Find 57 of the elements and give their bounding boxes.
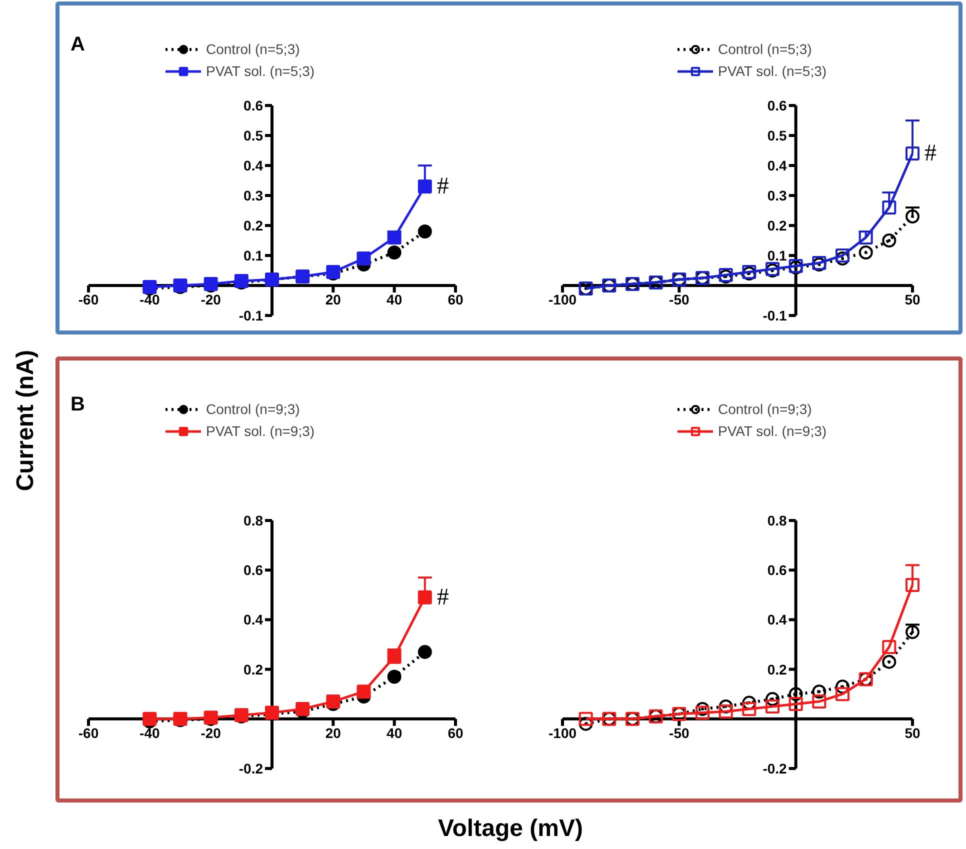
x-tick-label: -100	[548, 724, 577, 741]
legend-label: PVAT sol. (n=5;3)	[718, 63, 827, 79]
x-tick-label: -60	[78, 292, 99, 308]
y-tick-label: -0.1	[762, 308, 788, 324]
y-tick-label: 0.8	[767, 512, 788, 528]
y-tick-label: 0.1	[244, 248, 264, 264]
y-tick-label: 0.2	[244, 661, 264, 678]
y-tick-label: 0.4	[767, 612, 788, 628]
x-tick-label: 40	[386, 724, 402, 741]
x-axis-title: Voltage (mV)	[438, 815, 583, 842]
legend-label: Control (n=9;3)	[718, 401, 812, 417]
legend-label: Control (n=9;3)	[206, 401, 300, 417]
y-tick-label: 0.6	[244, 562, 264, 578]
x-tick-label: -50	[669, 724, 690, 741]
x-tick-label: -40	[140, 292, 160, 308]
x-tick-label: 50	[904, 724, 920, 741]
y-tick-label: 0.2	[767, 661, 788, 678]
legend-label: PVAT sol. (n=9;3)	[206, 423, 315, 439]
y-tick-label: 0.2	[244, 218, 264, 234]
y-tick-label: 0.4	[244, 612, 264, 628]
annotation: #	[436, 174, 449, 200]
y-axis-title: Current (nA)	[12, 350, 39, 492]
x-tick-label: 60	[448, 292, 464, 308]
x-tick-label: -20	[200, 724, 222, 741]
y-tick-label: 0.3	[767, 188, 788, 204]
x-tick-label: 20	[325, 292, 342, 308]
legend-label: Control (n=5;3)	[206, 41, 300, 57]
x-tick-label: 20	[325, 724, 342, 741]
y-tick-label: 0.6	[767, 562, 788, 578]
y-tick-label: 0.1	[767, 248, 788, 264]
legend-label: PVAT sol. (n=5;3)	[206, 63, 315, 79]
y-tick-label: 0.4	[767, 158, 788, 174]
legend-label: PVAT sol. (n=9;3)	[718, 423, 827, 439]
x-tick-label: -60	[78, 724, 99, 741]
y-tick-label: 0.5	[767, 128, 788, 144]
legend-label: Control (n=5;3)	[718, 41, 812, 57]
y-tick-label: -0.1	[238, 308, 264, 324]
y-tick-label: 0.3	[244, 188, 264, 204]
text: #	[924, 140, 936, 166]
chart-title: B	[70, 394, 85, 416]
y-tick-label: 0.8	[244, 512, 264, 528]
y-tick-label: 0.6	[767, 98, 788, 114]
y-tick-label: 0.5	[244, 128, 264, 144]
x-tick-label: -50	[669, 292, 690, 308]
x-tick-label: 40	[386, 292, 402, 308]
y-tick-label: -0.2	[238, 760, 264, 776]
y-tick-label: 0.6	[244, 98, 264, 114]
x-tick-label: -40	[140, 724, 160, 741]
y-tick-label: 0.4	[244, 158, 264, 174]
y-tick-label: 0.2	[767, 218, 788, 234]
annotation: #	[436, 584, 449, 610]
x-tick-label: -20	[200, 292, 222, 308]
x-tick-label: 60	[448, 724, 464, 741]
x-tick-label: -100	[548, 292, 577, 308]
chart-title: A	[70, 34, 85, 56]
y-tick-label: -0.2	[762, 760, 788, 776]
x-tick-label: 50	[904, 292, 920, 308]
